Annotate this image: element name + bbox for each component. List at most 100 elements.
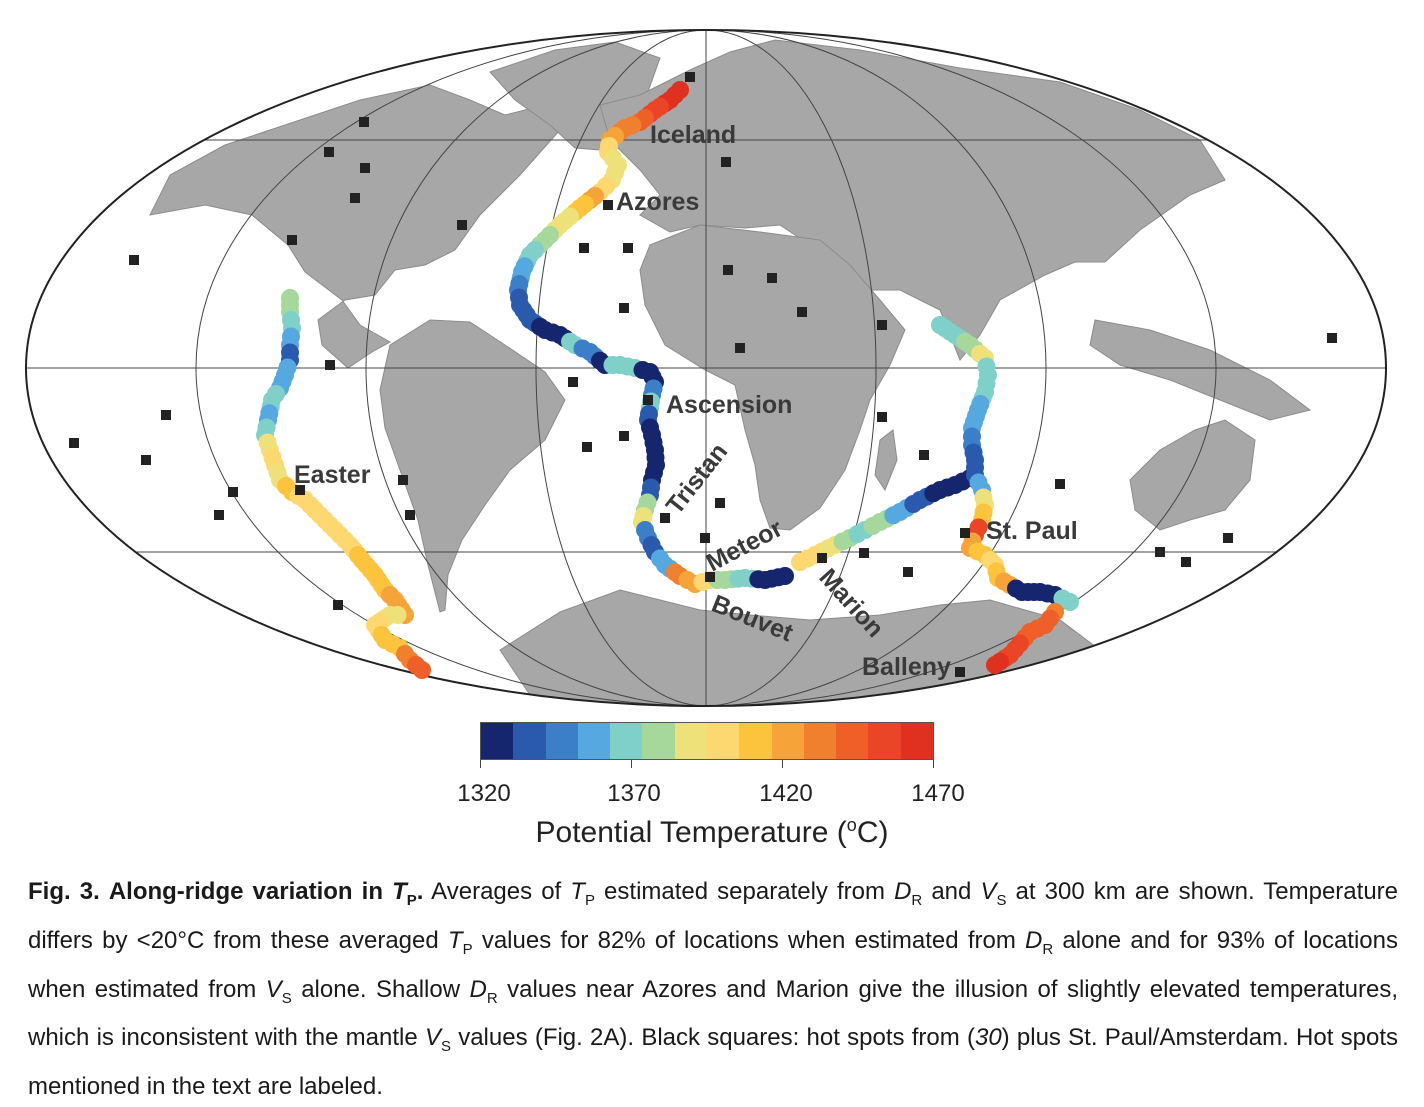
caption-subscript: R bbox=[1042, 940, 1054, 958]
colorbar-bin bbox=[900, 723, 933, 759]
continents bbox=[149, 39, 1312, 706]
colorbar-bin bbox=[803, 723, 837, 759]
label-easter: Easter bbox=[294, 461, 371, 489]
hotspot-square bbox=[877, 320, 887, 330]
ridge-temperature-dots bbox=[256, 81, 1079, 679]
hotspot-square bbox=[700, 533, 710, 543]
caption-text: and bbox=[922, 878, 981, 905]
hotspot-square bbox=[228, 487, 238, 497]
graticule-meridian-1 bbox=[535, 30, 877, 706]
hotspot-square bbox=[141, 455, 151, 465]
colorbar-tick-1420 bbox=[782, 760, 783, 768]
caption-title: Along-ridge variation in TP. bbox=[108, 878, 424, 909]
caption-text: values near Azores and Marion give the i… bbox=[28, 975, 1398, 1052]
figure-caption: Fig. 3. Along-ridge variation in TP. Ave… bbox=[28, 872, 1398, 1107]
hotspot-square bbox=[715, 498, 725, 508]
colorbar-tick-label: 1420 bbox=[759, 780, 813, 807]
hotspot-square bbox=[955, 667, 965, 677]
caption-title-end: . bbox=[416, 878, 424, 905]
colorbar-title-part: Potential Temperature ( bbox=[535, 816, 847, 849]
label-st-paul: St. Paul bbox=[986, 517, 1078, 545]
colorbar-title-part: o bbox=[846, 815, 857, 835]
hotspot-square bbox=[623, 243, 633, 253]
caption-symbol: V bbox=[424, 1024, 441, 1052]
label-iceland: Iceland bbox=[650, 121, 736, 149]
colorbar-tick-label: 1320 bbox=[457, 780, 511, 807]
hotspot-square bbox=[129, 255, 139, 265]
hotspot-square bbox=[69, 438, 79, 448]
temperature-colorbar bbox=[480, 722, 934, 760]
hotspot-square bbox=[287, 235, 297, 245]
north-america-land bbox=[149, 84, 561, 369]
colorbar-tick-1370 bbox=[631, 760, 632, 768]
hotspot-square bbox=[603, 200, 613, 210]
hotspot-square bbox=[723, 265, 733, 275]
hotspot-square bbox=[1181, 557, 1191, 567]
hotspot-square bbox=[295, 485, 305, 495]
asia-islands-land bbox=[1089, 319, 1312, 421]
caption-text: alone. Shallow bbox=[291, 975, 470, 1003]
caption-symbol: T bbox=[447, 926, 463, 954]
colorbar-bin bbox=[610, 723, 643, 759]
hotspot-square bbox=[877, 412, 887, 422]
colorbar-bin bbox=[771, 723, 804, 759]
caption-text: ) plus St. Paul/Amsterdam. Hot spots men… bbox=[28, 1024, 1399, 1101]
globe-outline bbox=[25, 29, 1387, 707]
hotspot-square bbox=[359, 117, 369, 127]
ridge-dot bbox=[986, 656, 1004, 674]
hotspot-square bbox=[1155, 547, 1165, 557]
world-map: Iceland Azores Ascension Easter Tristan … bbox=[25, 29, 1387, 707]
hotspot-square bbox=[214, 510, 224, 520]
hotspot-square bbox=[1327, 333, 1337, 343]
hotspot-square bbox=[360, 163, 370, 173]
hotspot-square bbox=[1223, 533, 1233, 543]
graticule-meridian-2 bbox=[365, 30, 1047, 706]
caption-text: at 300 km are shown. Temperature differs… bbox=[28, 878, 1399, 954]
hotspot-square bbox=[333, 600, 343, 610]
caption-reference: 30 bbox=[974, 1024, 1002, 1052]
caption-symbol: D bbox=[469, 975, 487, 1003]
hotspot-square bbox=[619, 303, 629, 313]
caption-text: alone and for 93% of locations when esti… bbox=[28, 926, 1398, 1003]
hotspot-square bbox=[325, 360, 335, 370]
hotspot-square bbox=[643, 395, 653, 405]
colorbar-bin bbox=[868, 723, 901, 759]
caption-subscript: S bbox=[281, 989, 292, 1007]
colorbar-bin bbox=[545, 723, 578, 759]
caption-symbol: D bbox=[1025, 926, 1043, 954]
label-balleny: Balleny bbox=[862, 653, 951, 681]
hotspot-square bbox=[735, 343, 745, 353]
colorbar-bin bbox=[836, 723, 869, 759]
hotspot-square bbox=[685, 72, 695, 82]
colorbar-title-part: C) bbox=[856, 816, 889, 849]
hotspot-square bbox=[350, 193, 360, 203]
hotspot-square bbox=[721, 157, 731, 167]
hotspot-square bbox=[660, 513, 670, 523]
caption-subscript: R bbox=[911, 891, 923, 909]
hotspot-square bbox=[398, 475, 408, 485]
caption-symbol: D bbox=[894, 878, 912, 905]
caption-text: Averages of bbox=[431, 878, 571, 905]
colorbar-bin bbox=[481, 723, 514, 759]
graticule bbox=[26, 30, 1386, 706]
colorbar-title: Potential Temperature (oC) bbox=[0, 815, 1424, 850]
label-azores: Azores bbox=[616, 188, 699, 216]
caption-title-symbol: T bbox=[392, 878, 407, 905]
caption-symbol: T bbox=[570, 878, 585, 905]
hotspot-square bbox=[797, 307, 807, 317]
hotspot-square bbox=[457, 220, 467, 230]
caption-text: values for 82% of locations when estimat… bbox=[472, 926, 1026, 954]
hotspot-square bbox=[579, 243, 589, 253]
ridge-dot bbox=[413, 661, 431, 679]
hotspot-square bbox=[568, 377, 578, 387]
hotspot-square bbox=[405, 510, 415, 520]
caption-title-text: Along-ridge variation in bbox=[108, 878, 393, 905]
madagascar-land bbox=[874, 429, 898, 492]
ridge-dot bbox=[776, 567, 794, 585]
caption-body: Averages of TP estimated separately from… bbox=[28, 878, 1398, 1100]
hotspot-square bbox=[1055, 479, 1065, 489]
colorbar-tick-label: 1470 bbox=[911, 780, 965, 807]
hotspot-markers bbox=[69, 72, 1337, 677]
hotspot-square bbox=[903, 567, 913, 577]
hotspot-square bbox=[817, 553, 827, 563]
